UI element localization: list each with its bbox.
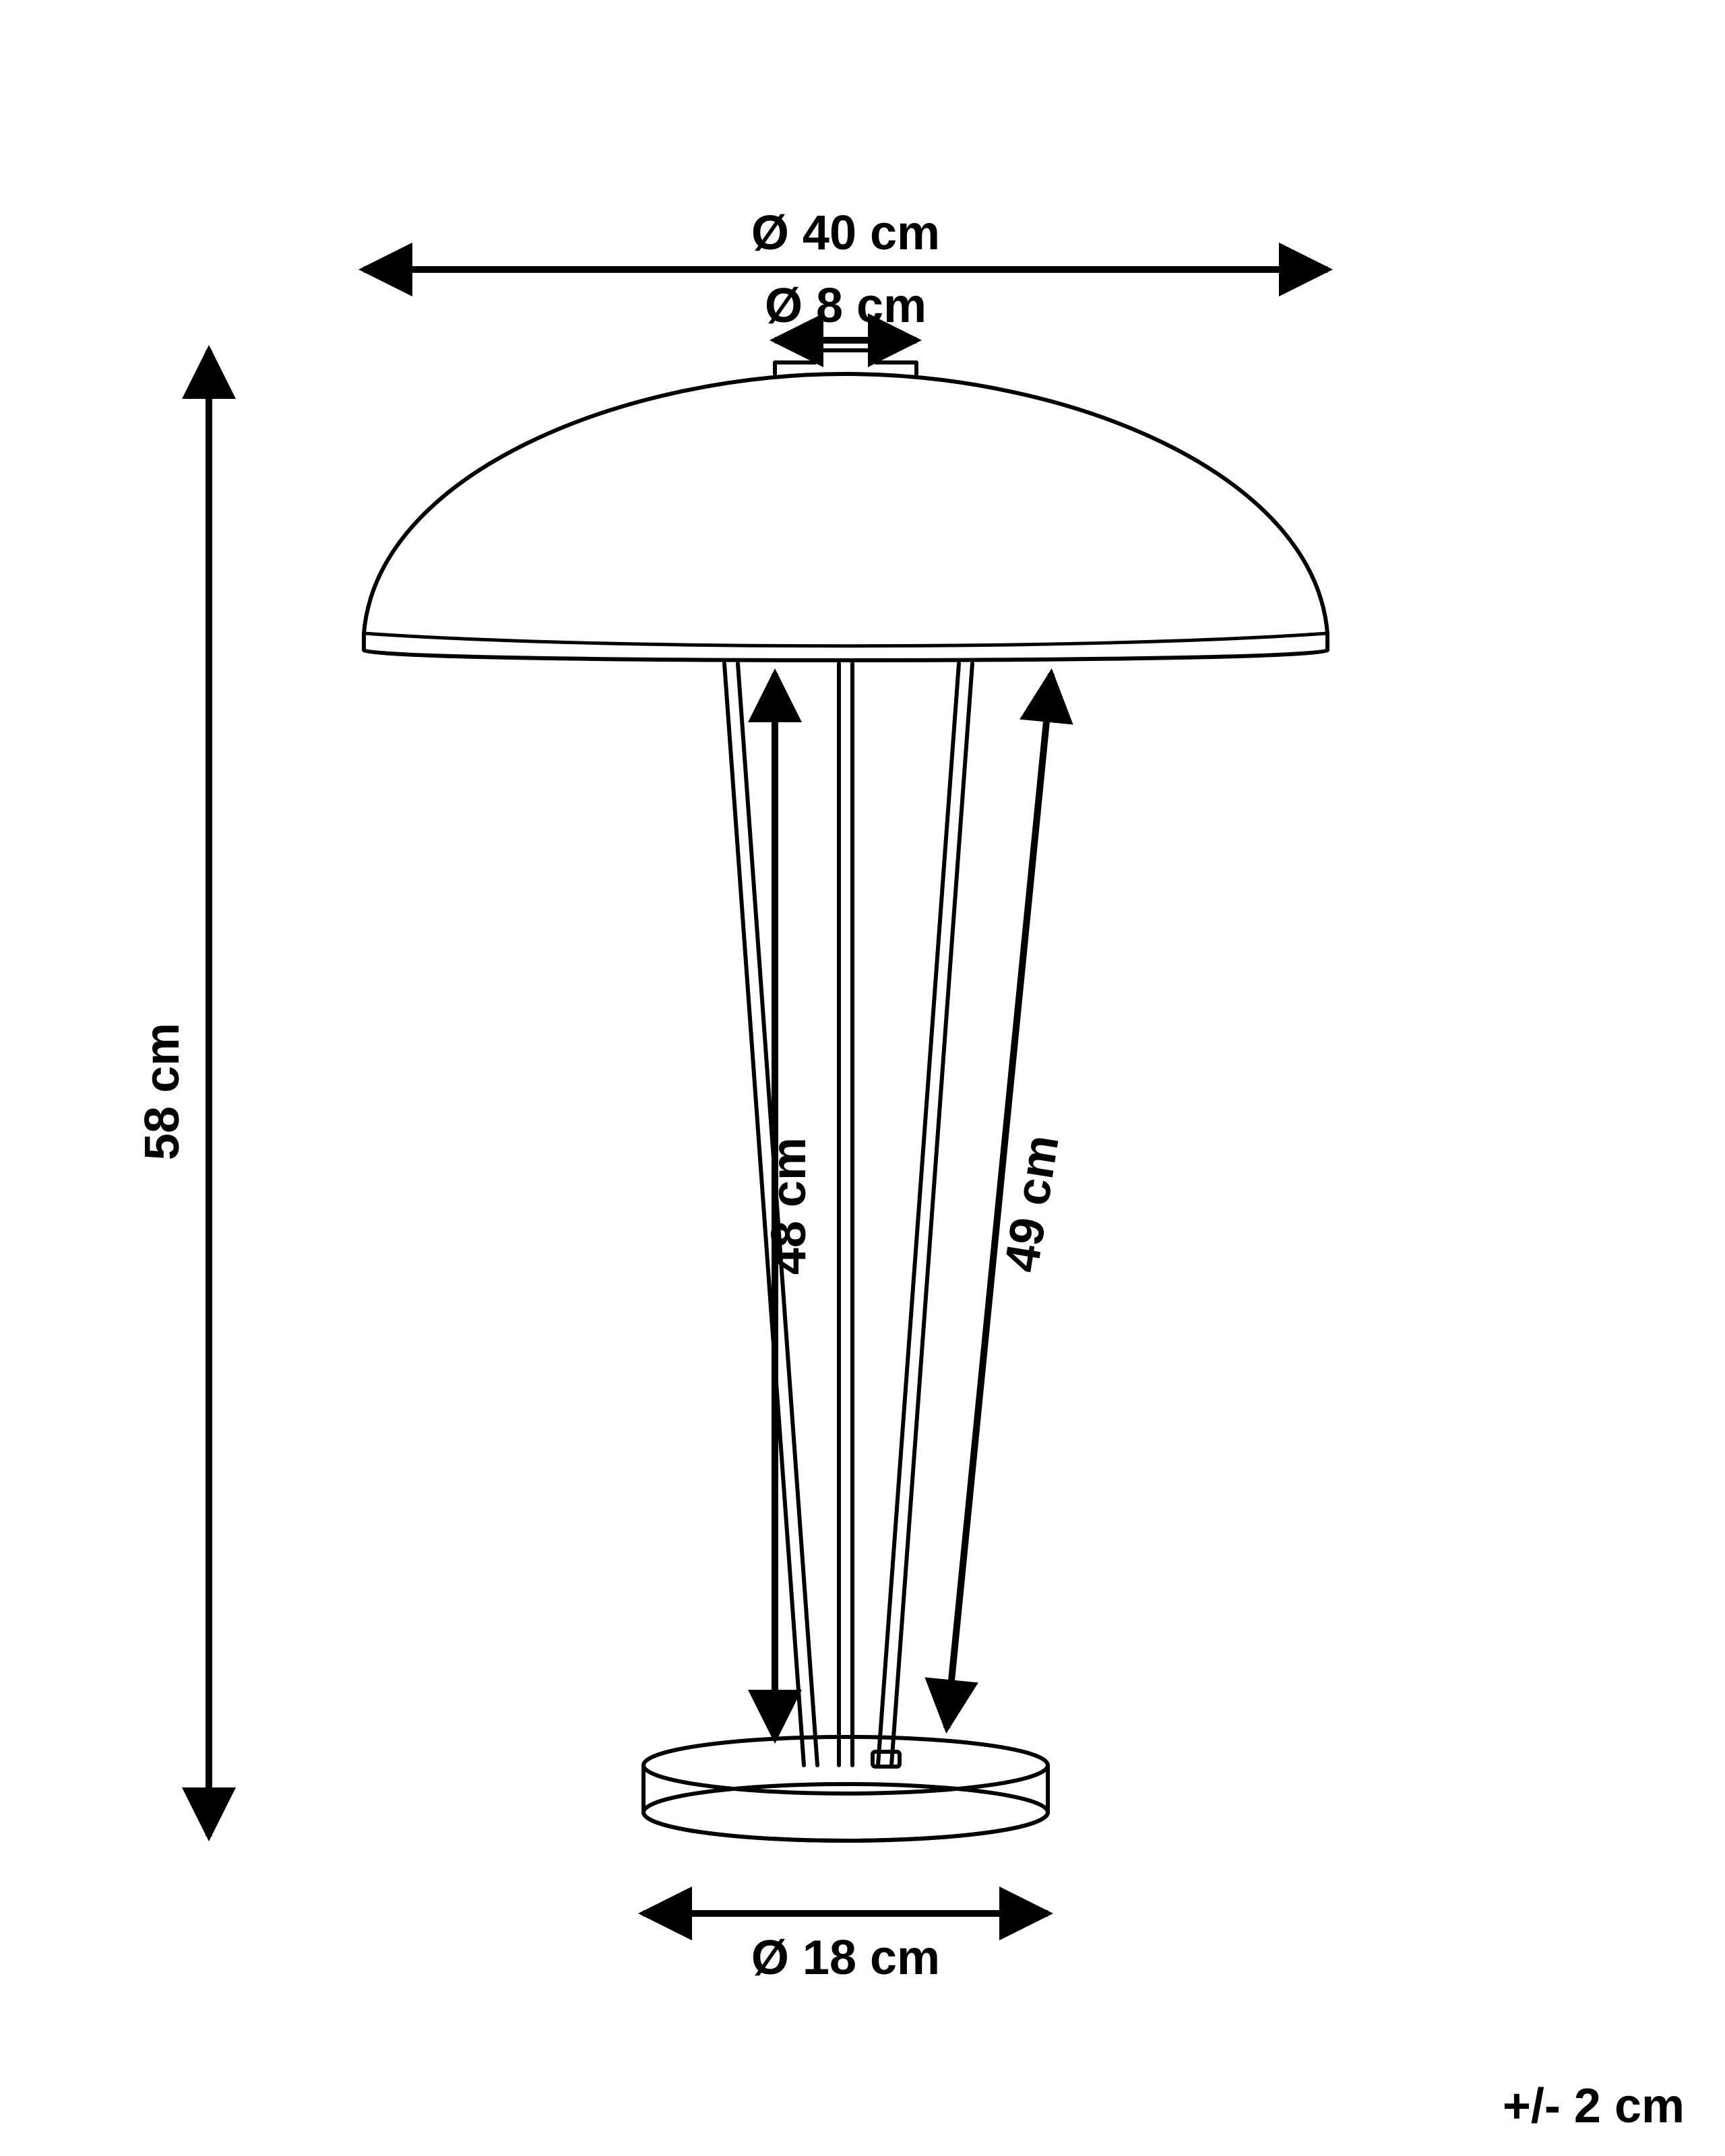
label-tolerance: +/- 2 cm — [1503, 2079, 1685, 2133]
lamp-base — [644, 1737, 1048, 1841]
label-base-diameter: Ø 18 cm — [751, 1931, 940, 1985]
label-inner-center: 48 cm — [762, 1137, 816, 1275]
label-total-height: 58 cm — [135, 1023, 189, 1160]
lamp-outline — [364, 350, 1327, 1841]
lamp-dimension-diagram: Ø 40 cm Ø 8 cm 58 cm 48 cm 49 cm Ø 18 cm… — [0, 0, 1725, 2156]
label-cap-diameter: Ø 8 cm — [765, 279, 927, 333]
lamp-shade — [364, 374, 1327, 660]
lamp-top-cap — [775, 350, 916, 374]
label-shade-diameter: Ø 40 cm — [751, 206, 940, 260]
